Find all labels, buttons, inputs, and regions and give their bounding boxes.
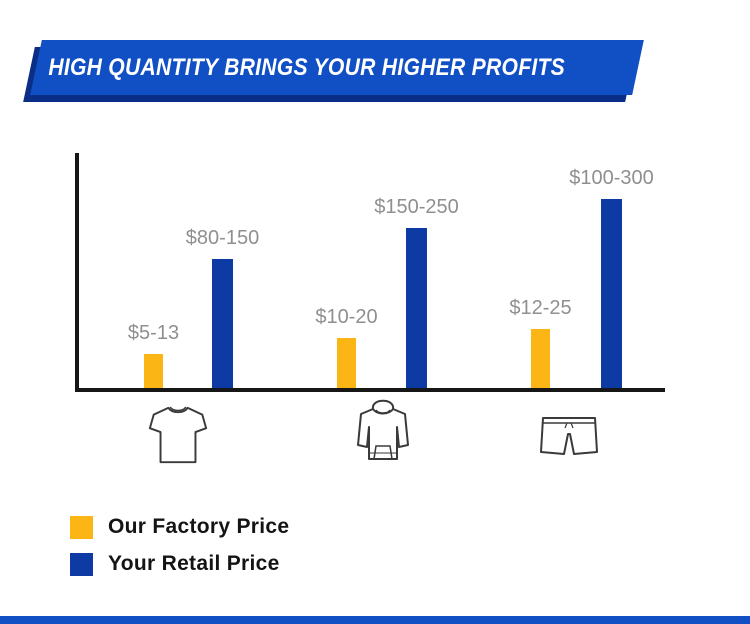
bar-value-label: $150-250 [374, 196, 459, 218]
hoodie-icon [354, 395, 412, 467]
factory-price-bar [337, 338, 356, 388]
shorts-icon [538, 412, 600, 459]
plot-area: $5-13 $10-20 $12-25 $80-150 $150-250 $100-300 [75, 153, 665, 392]
retail-price-bar [601, 199, 622, 388]
legend: Our Factory Price Your Retail Price [70, 515, 289, 576]
bar-value-label: $10-20 [315, 306, 378, 328]
banner-title: HIGH QUANTITY BRINGS YOUR HIGHER PROFITS [48, 53, 566, 81]
bar-value-label: $100-300 [569, 167, 654, 189]
retail-price-bar-group: $80-150 [186, 227, 259, 388]
bar-value-label: $80-150 [185, 227, 260, 249]
legend-item-factory-price: Our Factory Price [70, 515, 289, 539]
legend-label-factory-price: Our Factory Price [108, 515, 290, 538]
factory-price-bar-group: $12-25 [509, 297, 572, 388]
legend-label-retail-price: Your Retail Price [108, 552, 280, 575]
retail-price-bar-group: $150-250 [374, 196, 459, 388]
factory-price-bar-group: $5-13 [128, 322, 179, 388]
legend-item-retail-price: Your Retail Price [70, 552, 289, 576]
retail-price-bar [212, 259, 233, 388]
factory-price-swatch [70, 515, 93, 539]
bar-value-label: $12-25 [509, 297, 572, 319]
retail-price-bar-group: $100-300 [569, 167, 654, 388]
factory-price-bar-group: $10-20 [315, 306, 378, 388]
retail-price-swatch [70, 552, 93, 576]
factory-price-bar [531, 329, 550, 388]
bar-value-label: $5-13 [127, 322, 180, 344]
bottom-accent-bar [0, 616, 750, 624]
banner: HIGH QUANTITY BRINGS YOUR HIGHER PROFITS [23, 40, 644, 102]
retail-price-bar [406, 228, 427, 388]
factory-price-bar [144, 354, 163, 388]
t-shirt-icon [147, 402, 209, 468]
